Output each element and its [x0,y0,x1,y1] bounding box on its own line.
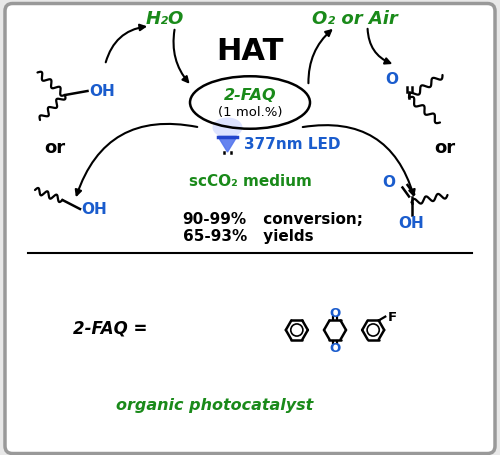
Text: O: O [330,306,340,319]
Text: 2-FAQ =: 2-FAQ = [73,319,147,337]
Text: 2-FAQ: 2-FAQ [224,87,276,102]
Text: yields: yields [258,229,313,244]
Text: scCO₂ medium: scCO₂ medium [188,173,312,188]
Text: 90-99%: 90-99% [182,212,246,227]
Polygon shape [218,137,237,153]
Text: O: O [382,175,396,190]
Text: HAT: HAT [216,36,284,66]
Text: 65-93%: 65-93% [182,229,247,244]
Text: H₂O: H₂O [146,10,184,27]
Text: or: or [434,139,456,157]
Text: OH: OH [82,202,107,217]
Text: OH: OH [398,216,424,231]
Text: conversion;: conversion; [258,212,362,227]
Ellipse shape [212,118,242,138]
FancyBboxPatch shape [5,5,495,454]
Text: organic photocatalyst: organic photocatalyst [116,398,314,413]
Text: or: or [44,139,66,157]
Text: F: F [388,310,397,324]
Text: OH: OH [89,84,115,99]
Text: O: O [330,342,340,354]
Text: O₂ or Air: O₂ or Air [312,10,398,27]
Text: O: O [385,72,398,87]
Text: 377nm LED: 377nm LED [244,136,340,152]
Text: (1 mol.%): (1 mol.%) [218,106,282,119]
